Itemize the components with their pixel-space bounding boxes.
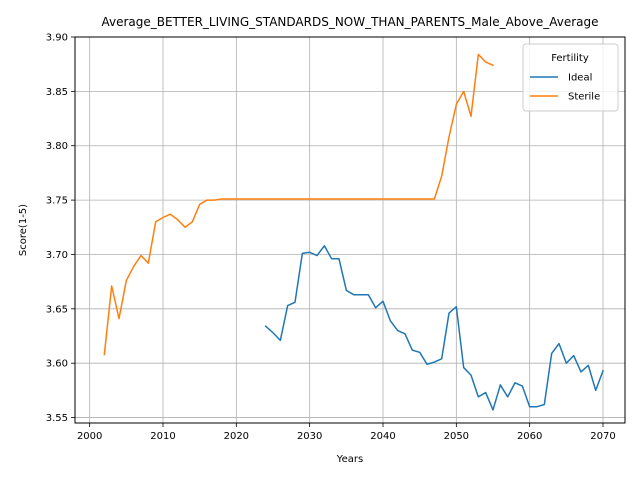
- x-axis: 2000 2010 2020 2030 2040 2050 2060 2070: [77, 423, 616, 442]
- series-line-ideal: [266, 246, 603, 410]
- y-tick-label: 3.70: [46, 250, 68, 261]
- x-tick-label: 2010: [150, 431, 175, 442]
- y-tick-label: 3.65: [46, 304, 68, 315]
- x-tick-label: 2000: [77, 431, 102, 442]
- x-tick-label: 2040: [370, 431, 395, 442]
- x-tick-label: 2020: [224, 431, 249, 442]
- x-tick-label: 2050: [444, 431, 469, 442]
- chart-title: Average_BETTER_LIVING_STANDARDS_NOW_THAN…: [101, 15, 598, 29]
- y-axis-label: Score(1-5): [18, 204, 29, 256]
- x-tick-label: 2030: [297, 431, 322, 442]
- legend-title: Fertility: [551, 53, 589, 64]
- legend: Fertility Ideal Sterile: [523, 44, 618, 111]
- y-tick-label: 3.60: [46, 359, 68, 370]
- x-tick-label: 2060: [517, 431, 542, 442]
- x-axis-label: Years: [336, 454, 363, 465]
- legend-label-ideal: Ideal: [568, 73, 592, 84]
- y-tick-label: 3.80: [46, 141, 68, 152]
- legend-label-sterile: Sterile: [568, 92, 600, 103]
- x-tick-label: 2070: [590, 431, 615, 442]
- y-tick-label: 3.85: [46, 87, 68, 98]
- y-axis: 3.55 3.60 3.65 3.70 3.75 3.80 3.85 3.90: [46, 33, 75, 425]
- y-tick-label: 3.55: [46, 413, 68, 424]
- y-tick-label: 3.90: [46, 33, 68, 44]
- y-tick-label: 3.75: [46, 196, 68, 207]
